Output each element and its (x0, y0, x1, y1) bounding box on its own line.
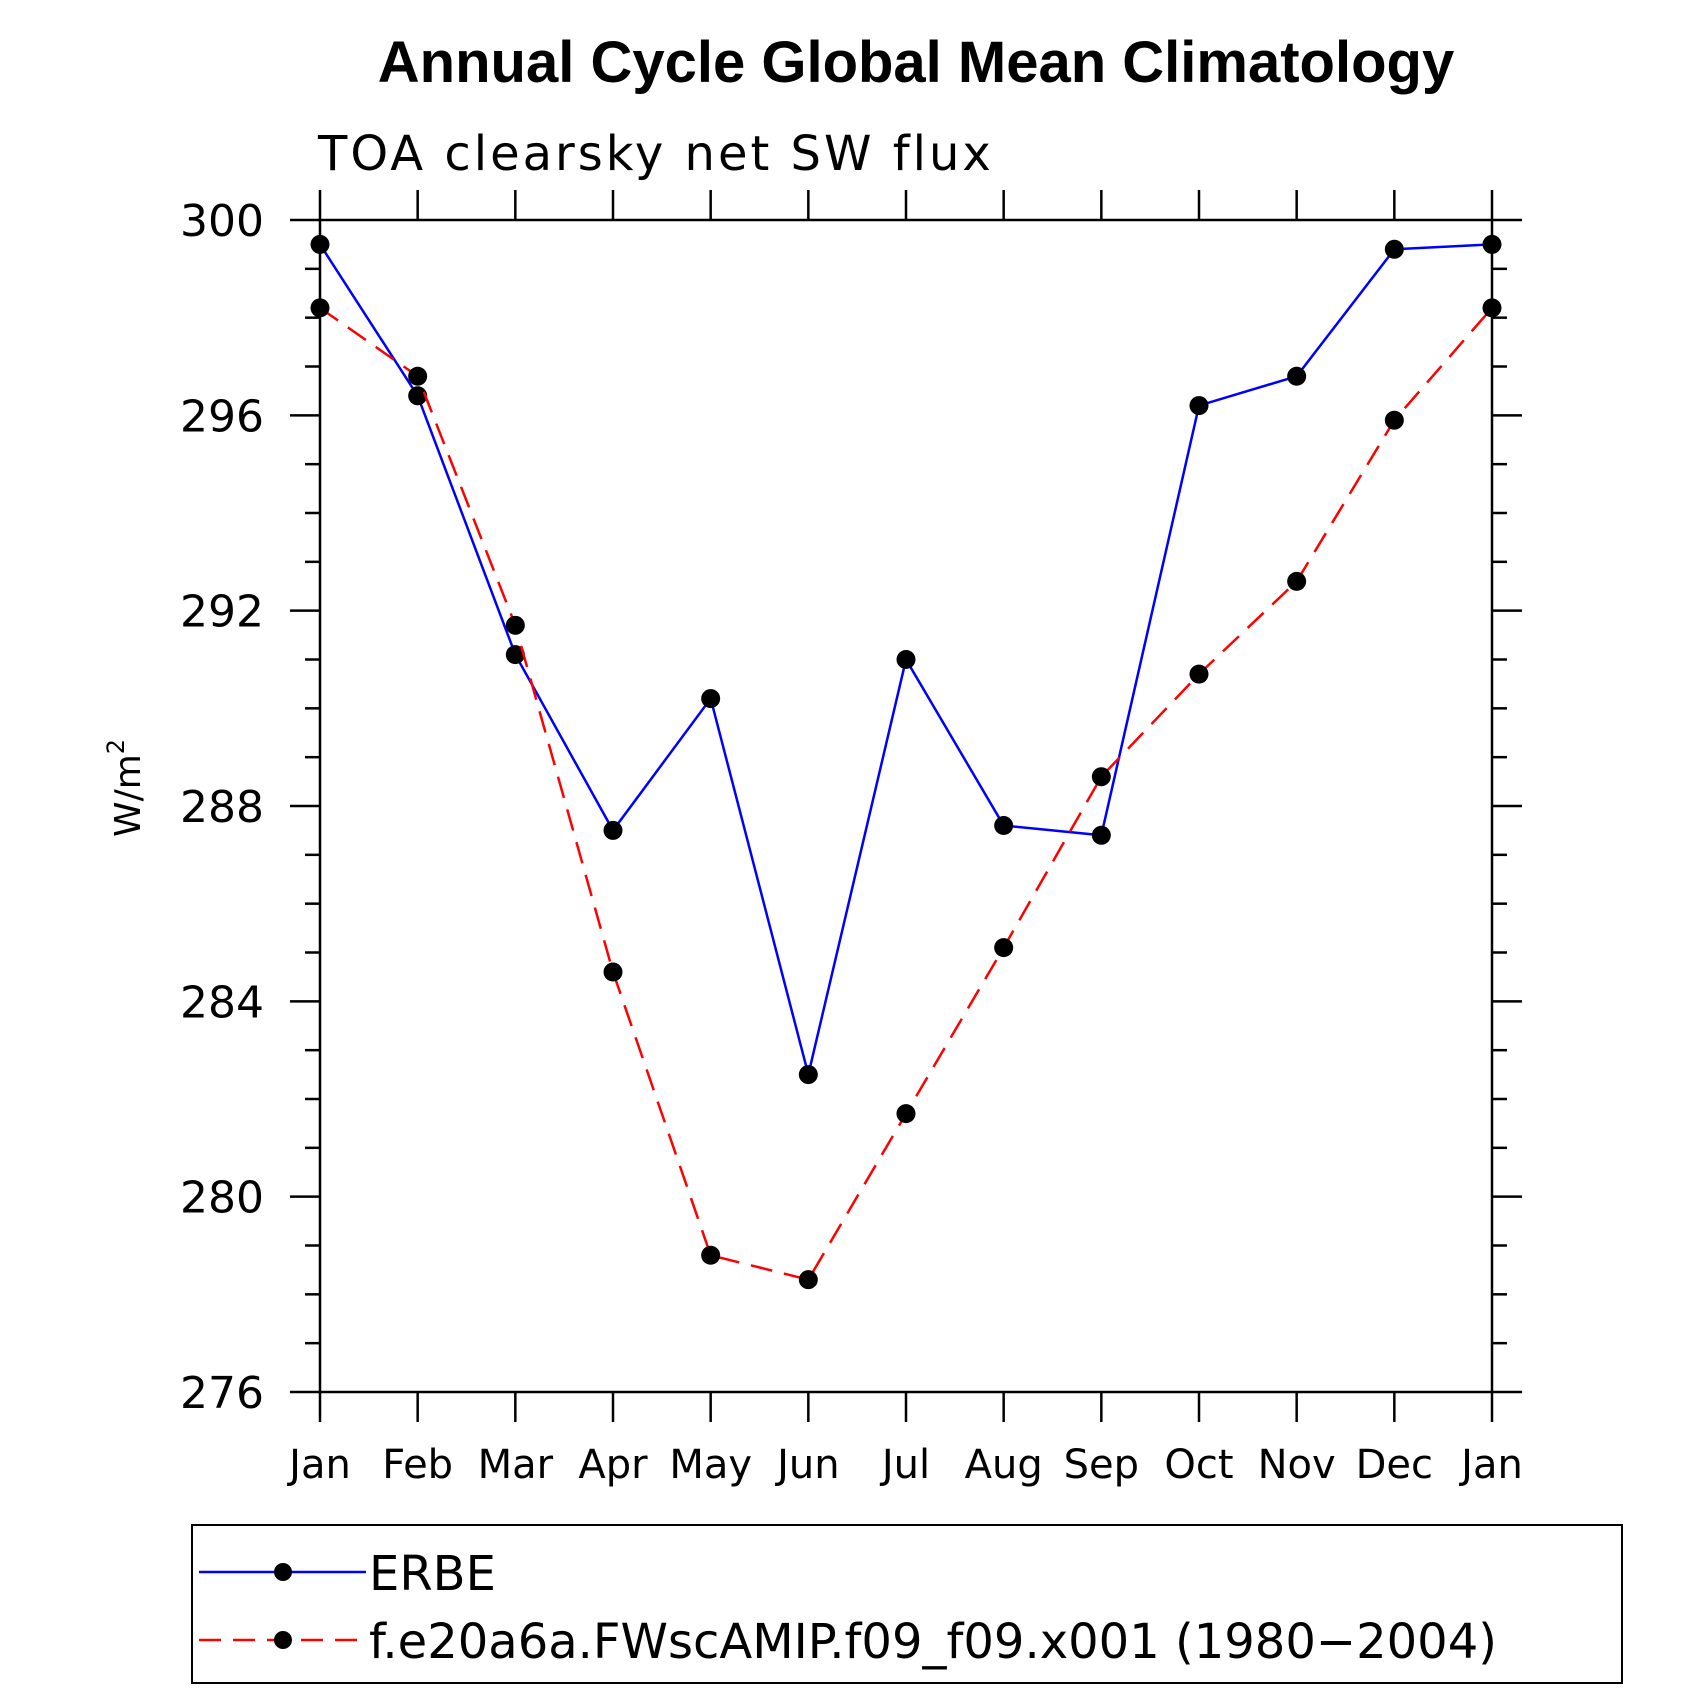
legend-marker-erbe (274, 1563, 292, 1581)
series-0-point (1091, 825, 1111, 845)
y-axis-label-text: W/m (108, 754, 149, 837)
x-tick-label: Feb (382, 1442, 453, 1488)
series-layer (310, 234, 1502, 1290)
y-tick-label: 284 (180, 977, 264, 1028)
y-axis-label: W/m2 (102, 739, 149, 837)
series-1-point (798, 1270, 818, 1290)
x-tick-label: Oct (1164, 1442, 1233, 1488)
series-0-point (1384, 239, 1404, 259)
series-1-point (1189, 664, 1209, 684)
y-tick-label: 296 (180, 391, 264, 442)
y-tick-label: 280 (180, 1173, 264, 1224)
x-tick-label: May (669, 1442, 752, 1488)
legend-box (191, 1524, 1623, 1684)
series-0-point (603, 820, 623, 840)
series-1-point (1482, 298, 1502, 318)
x-tick-label: Sep (1064, 1442, 1139, 1488)
y-tick-label: 288 (180, 782, 264, 833)
y-tick-label: 292 (180, 587, 264, 638)
series-1-point (701, 1245, 721, 1265)
series-0-point (505, 645, 525, 665)
series-line-1 (319, 306, 1493, 1282)
legend-label-model: f.e20a6a.FWscAMIP.f09_f09.x001 (1980−200… (369, 1614, 1497, 1670)
series-0-point (798, 1065, 818, 1085)
series-1-point (505, 615, 525, 635)
x-tick-label: Apr (578, 1442, 648, 1488)
series-0-point (1287, 366, 1307, 386)
x-tick-label: Nov (1258, 1442, 1336, 1488)
series-1-point (896, 1104, 916, 1124)
x-tick-label: Dec (1356, 1442, 1433, 1488)
x-tick-label: Jan (286, 1442, 351, 1488)
x-tick-label: Mar (478, 1442, 554, 1488)
series-1-point (1091, 767, 1111, 787)
axes: Jan Feb Mar Apr May Jun Jul Aug Sep Oct Nov Dec Jan 2… (180, 190, 1523, 1488)
svg-text:W/m2: W/m2 (102, 739, 149, 837)
x-tick-label: Jun (774, 1442, 840, 1488)
series-1-point (408, 366, 428, 386)
y-axis-label-superscript: 2 (102, 739, 130, 754)
chart-title: Annual Cycle Global Mean Climatology (378, 30, 1454, 95)
legend: ERBE f.e20a6a.FWscAMIP.f09_f09.x001 (198… (191, 1524, 1623, 1684)
x-tick-label: Jan (1458, 1442, 1523, 1488)
series-1-point (310, 298, 330, 318)
y-tick-label: 276 (180, 1368, 264, 1419)
series-0-point (701, 689, 721, 709)
y-tick-label: 300 (180, 196, 264, 247)
legend-marker-model (274, 1631, 292, 1649)
series-1-point (603, 962, 623, 982)
series-0-point (994, 816, 1014, 836)
series-1-point (1384, 410, 1404, 430)
series-0-point (1189, 396, 1209, 416)
series-0-point (896, 650, 916, 669)
x-tick-label: Jul (879, 1442, 930, 1488)
x-tick-label: Aug (965, 1442, 1043, 1488)
legend-label-erbe: ERBE (369, 1546, 496, 1602)
plot-frame (318, 218, 1494, 1394)
series-0-point (310, 234, 330, 254)
series-1-point (994, 938, 1014, 958)
series-1-point (1287, 571, 1307, 591)
series-0-point (1482, 234, 1502, 254)
chart-subtitle: TOA clearsky net SW flux (317, 126, 994, 182)
series-0-point (408, 386, 428, 406)
